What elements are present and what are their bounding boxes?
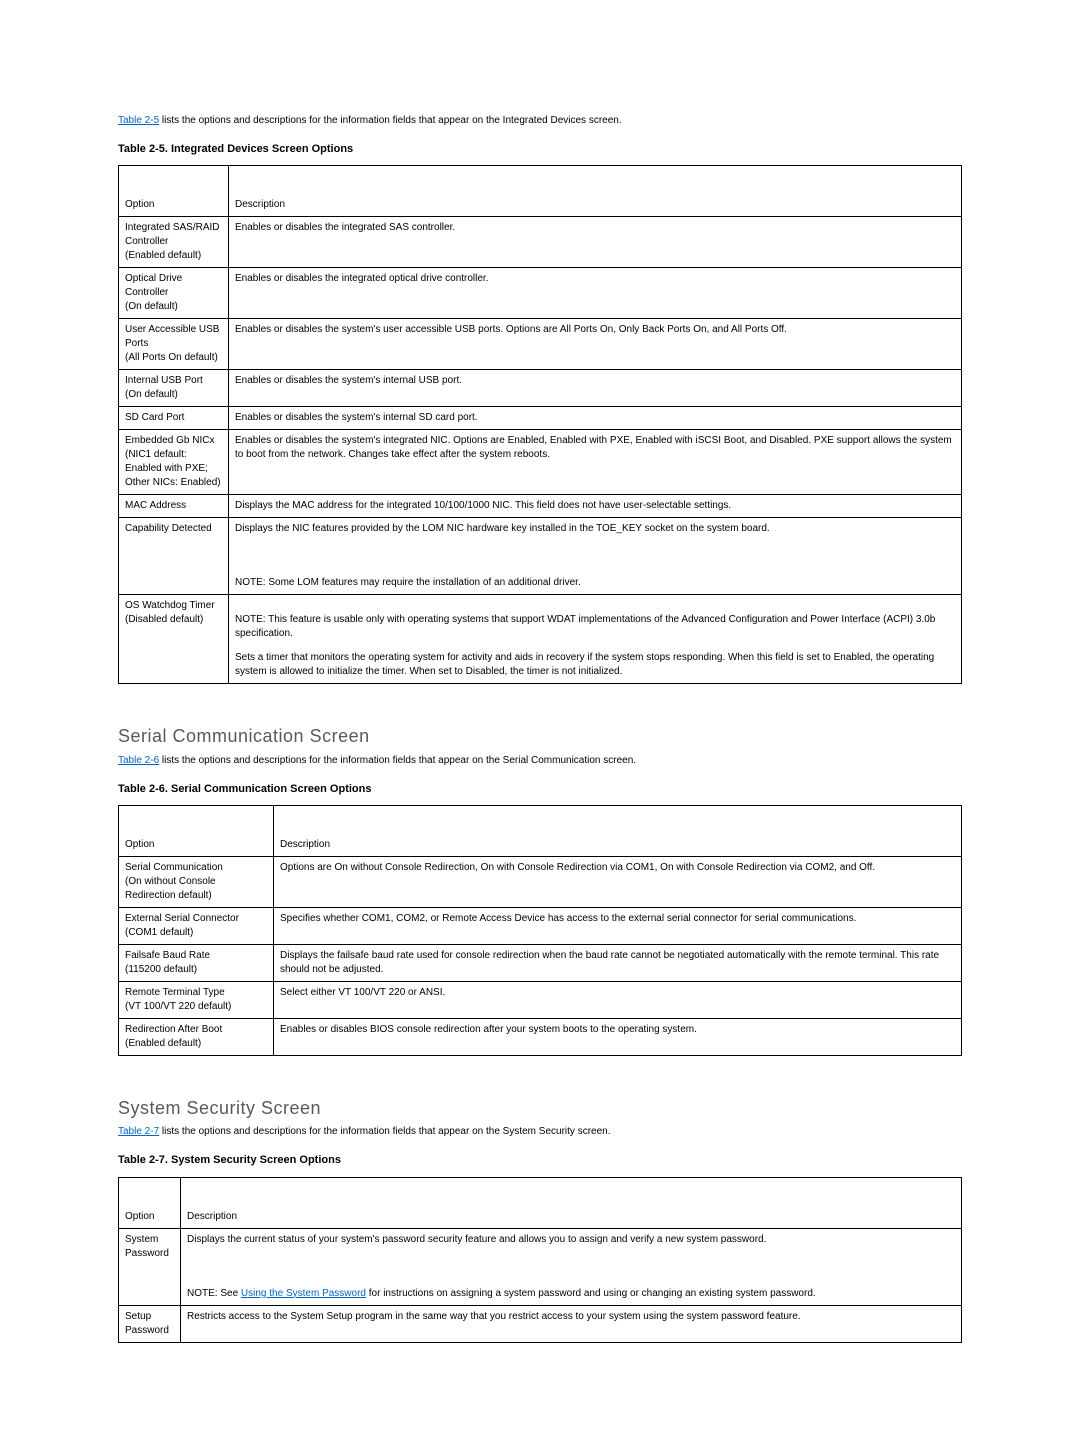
description-cell: Displays the failsafe baud rate used for… — [274, 944, 962, 981]
description-cell: Displays the MAC address for the integra… — [229, 495, 962, 518]
section-title-serial-comm: Serial Communication Screen — [118, 724, 962, 749]
desc-text: Enables or disables the integrated SAS c… — [235, 221, 955, 235]
intro-27-text: lists the options and descriptions for t… — [159, 1126, 610, 1137]
intro-paragraph-26: Table 2-6 lists the options and descript… — [118, 754, 962, 768]
table-row: User Accessible USB Ports (All Ports On … — [119, 319, 962, 370]
table-row: Capability DetectedDisplays the NIC feat… — [119, 518, 962, 595]
desc-text: NOTE: This feature is usable only with o… — [235, 613, 955, 641]
option-cell: Failsafe Baud Rate (115200 default) — [119, 944, 274, 981]
description-cell: Enables or disables the integrated optic… — [229, 268, 962, 319]
desc-text: Options are On without Console Redirecti… — [280, 861, 955, 875]
desc-text: Displays the MAC address for the integra… — [235, 499, 955, 513]
desc-text: Enables or disables the system's interna… — [235, 374, 955, 388]
desc-text: Enables or disables the system's integra… — [235, 434, 955, 462]
intro-25-text: lists the options and descriptions for t… — [159, 115, 622, 126]
col-header-description: Description — [181, 1177, 962, 1228]
option-cell: System Password — [119, 1228, 181, 1305]
description-cell: Specifies whether COM1, COM2, or Remote … — [274, 907, 962, 944]
table-row: Remote Terminal Type (VT 100/VT 220 defa… — [119, 981, 962, 1018]
col-header-option: Option — [119, 1177, 181, 1228]
option-cell: SD Card Port — [119, 407, 229, 430]
description-cell: Displays the NIC features provided by th… — [229, 518, 962, 595]
option-cell: MAC Address — [119, 495, 229, 518]
table-2-5: Option Description Integrated SAS/RAID C… — [118, 165, 962, 684]
desc-text: Displays the failsafe baud rate used for… — [280, 949, 955, 977]
description-cell: Enables or disables the system's interna… — [229, 407, 962, 430]
table-2-5-body: Integrated SAS/RAID Controller (Enabled … — [119, 217, 962, 684]
description-cell: Enables or disables BIOS console redirec… — [274, 1018, 962, 1055]
description-cell: Enables or disables the system's integra… — [229, 430, 962, 495]
section-title-system-security: System Security Screen — [118, 1096, 962, 1121]
table-row: External Serial Connector (COM1 default)… — [119, 907, 962, 944]
table-row: Failsafe Baud Rate (115200 default)Displ… — [119, 944, 962, 981]
table-2-6: Option Description Serial Communication … — [118, 805, 962, 1056]
caption-2-6: Table 2-6. Serial Communication Screen O… — [118, 782, 962, 797]
table-row: MAC Address Displays the MAC address for … — [119, 495, 962, 518]
col-header-description: Description — [229, 166, 962, 217]
option-cell: OS Watchdog Timer (Disabled default) — [119, 595, 229, 684]
table-row: Embedded Gb NICx (NIC1 default: Enabled … — [119, 430, 962, 495]
option-cell: Redirection After Boot (Enabled default) — [119, 1018, 274, 1055]
description-cell: NOTE: This feature is usable only with o… — [229, 595, 962, 684]
table-2-7: Option Description System PasswordDispla… — [118, 1177, 962, 1343]
table-2-7-link[interactable]: Table 2-7 — [118, 1126, 159, 1137]
desc-text: Enables or disables BIOS console redirec… — [280, 1023, 955, 1037]
caption-2-7: Table 2-7. System Security Screen Option… — [118, 1153, 962, 1168]
document-page: Table 2-5 lists the options and descript… — [0, 0, 1080, 1443]
note-label: NOTE: — [235, 614, 266, 625]
intro-26-text: lists the options and descriptions for t… — [159, 755, 636, 766]
table-row: Setup Password Restricts access to the Sy… — [119, 1305, 962, 1342]
table-row: Optical Drive Controller (On default) Ena… — [119, 268, 962, 319]
description-cell: Displays the current status of your syst… — [181, 1228, 962, 1305]
option-cell: Setup Password — [119, 1305, 181, 1342]
table-row: Internal USB Port (On default) Enables or… — [119, 370, 962, 407]
intro-paragraph-27: Table 2-7 lists the options and descript… — [118, 1125, 962, 1139]
table-row: Serial Communication (On without Console… — [119, 856, 962, 907]
table-2-7-body: System PasswordDisplays the current stat… — [119, 1228, 962, 1342]
desc-text: Displays the NIC features provided by th… — [235, 522, 955, 566]
option-cell: Remote Terminal Type (VT 100/VT 220 defa… — [119, 981, 274, 1018]
intro-paragraph-25: Table 2-5 lists the options and descript… — [118, 114, 962, 128]
desc-text: Enables or disables the system's interna… — [235, 411, 955, 425]
col-header-option: Option — [119, 805, 274, 856]
desc-text: Enables or disables the system's user ac… — [235, 323, 955, 337]
desc-text: Enables or disables the integrated optic… — [235, 272, 955, 286]
description-cell: Enables or disables the integrated SAS c… — [229, 217, 962, 268]
table-2-6-body: Serial Communication (On without Console… — [119, 856, 962, 1055]
table-row: Integrated SAS/RAID Controller (Enabled … — [119, 217, 962, 268]
col-header-option: Option — [119, 166, 229, 217]
option-cell: Internal USB Port (On default) — [119, 370, 229, 407]
desc-text: Select either VT 100/VT 220 or ANSI. — [280, 986, 955, 1000]
option-cell: Embedded Gb NICx (NIC1 default: Enabled … — [119, 430, 229, 495]
description-cell: Restricts access to the System Setup pro… — [181, 1305, 962, 1342]
option-cell: External Serial Connector (COM1 default) — [119, 907, 274, 944]
table-2-6-link[interactable]: Table 2-6 — [118, 755, 159, 766]
description-cell: Enables or disables the system's interna… — [229, 370, 962, 407]
desc-text: NOTE: See Using the System Password for … — [187, 1287, 955, 1301]
col-header-description: Description — [274, 805, 962, 856]
note-label: NOTE: — [187, 1288, 218, 1299]
desc-text: Restricts access to the System Setup pro… — [187, 1310, 955, 1324]
option-cell: Optical Drive Controller (On default) — [119, 268, 229, 319]
table-row: SD Card Port Enables or disables the syst… — [119, 407, 962, 430]
table-row: Redirection After Boot (Enabled default)… — [119, 1018, 962, 1055]
note-label: NOTE: — [235, 577, 266, 588]
note-link[interactable]: Using the System Password — [241, 1288, 366, 1299]
option-cell: Serial Communication (On without Console… — [119, 856, 274, 907]
table-row: System PasswordDisplays the current stat… — [119, 1228, 962, 1305]
desc-text: Specifies whether COM1, COM2, or Remote … — [280, 912, 955, 926]
description-cell: Enables or disables the system's user ac… — [229, 319, 962, 370]
desc-text: Displays the current status of your syst… — [187, 1233, 955, 1277]
desc-text: NOTE: Some LOM features may require the … — [235, 576, 955, 590]
table-2-5-link[interactable]: Table 2-5 — [118, 115, 159, 126]
option-cell: Capability Detected — [119, 518, 229, 595]
option-cell: User Accessible USB Ports (All Ports On … — [119, 319, 229, 370]
table-row: OS Watchdog Timer (Disabled default)NOTE… — [119, 595, 962, 684]
caption-2-5: Table 2-5. Integrated Devices Screen Opt… — [118, 142, 962, 157]
description-cell: Select either VT 100/VT 220 or ANSI. — [274, 981, 962, 1018]
description-cell: Options are On without Console Redirecti… — [274, 856, 962, 907]
option-cell: Integrated SAS/RAID Controller (Enabled … — [119, 217, 229, 268]
desc-text: Sets a timer that monitors the operating… — [235, 651, 955, 679]
